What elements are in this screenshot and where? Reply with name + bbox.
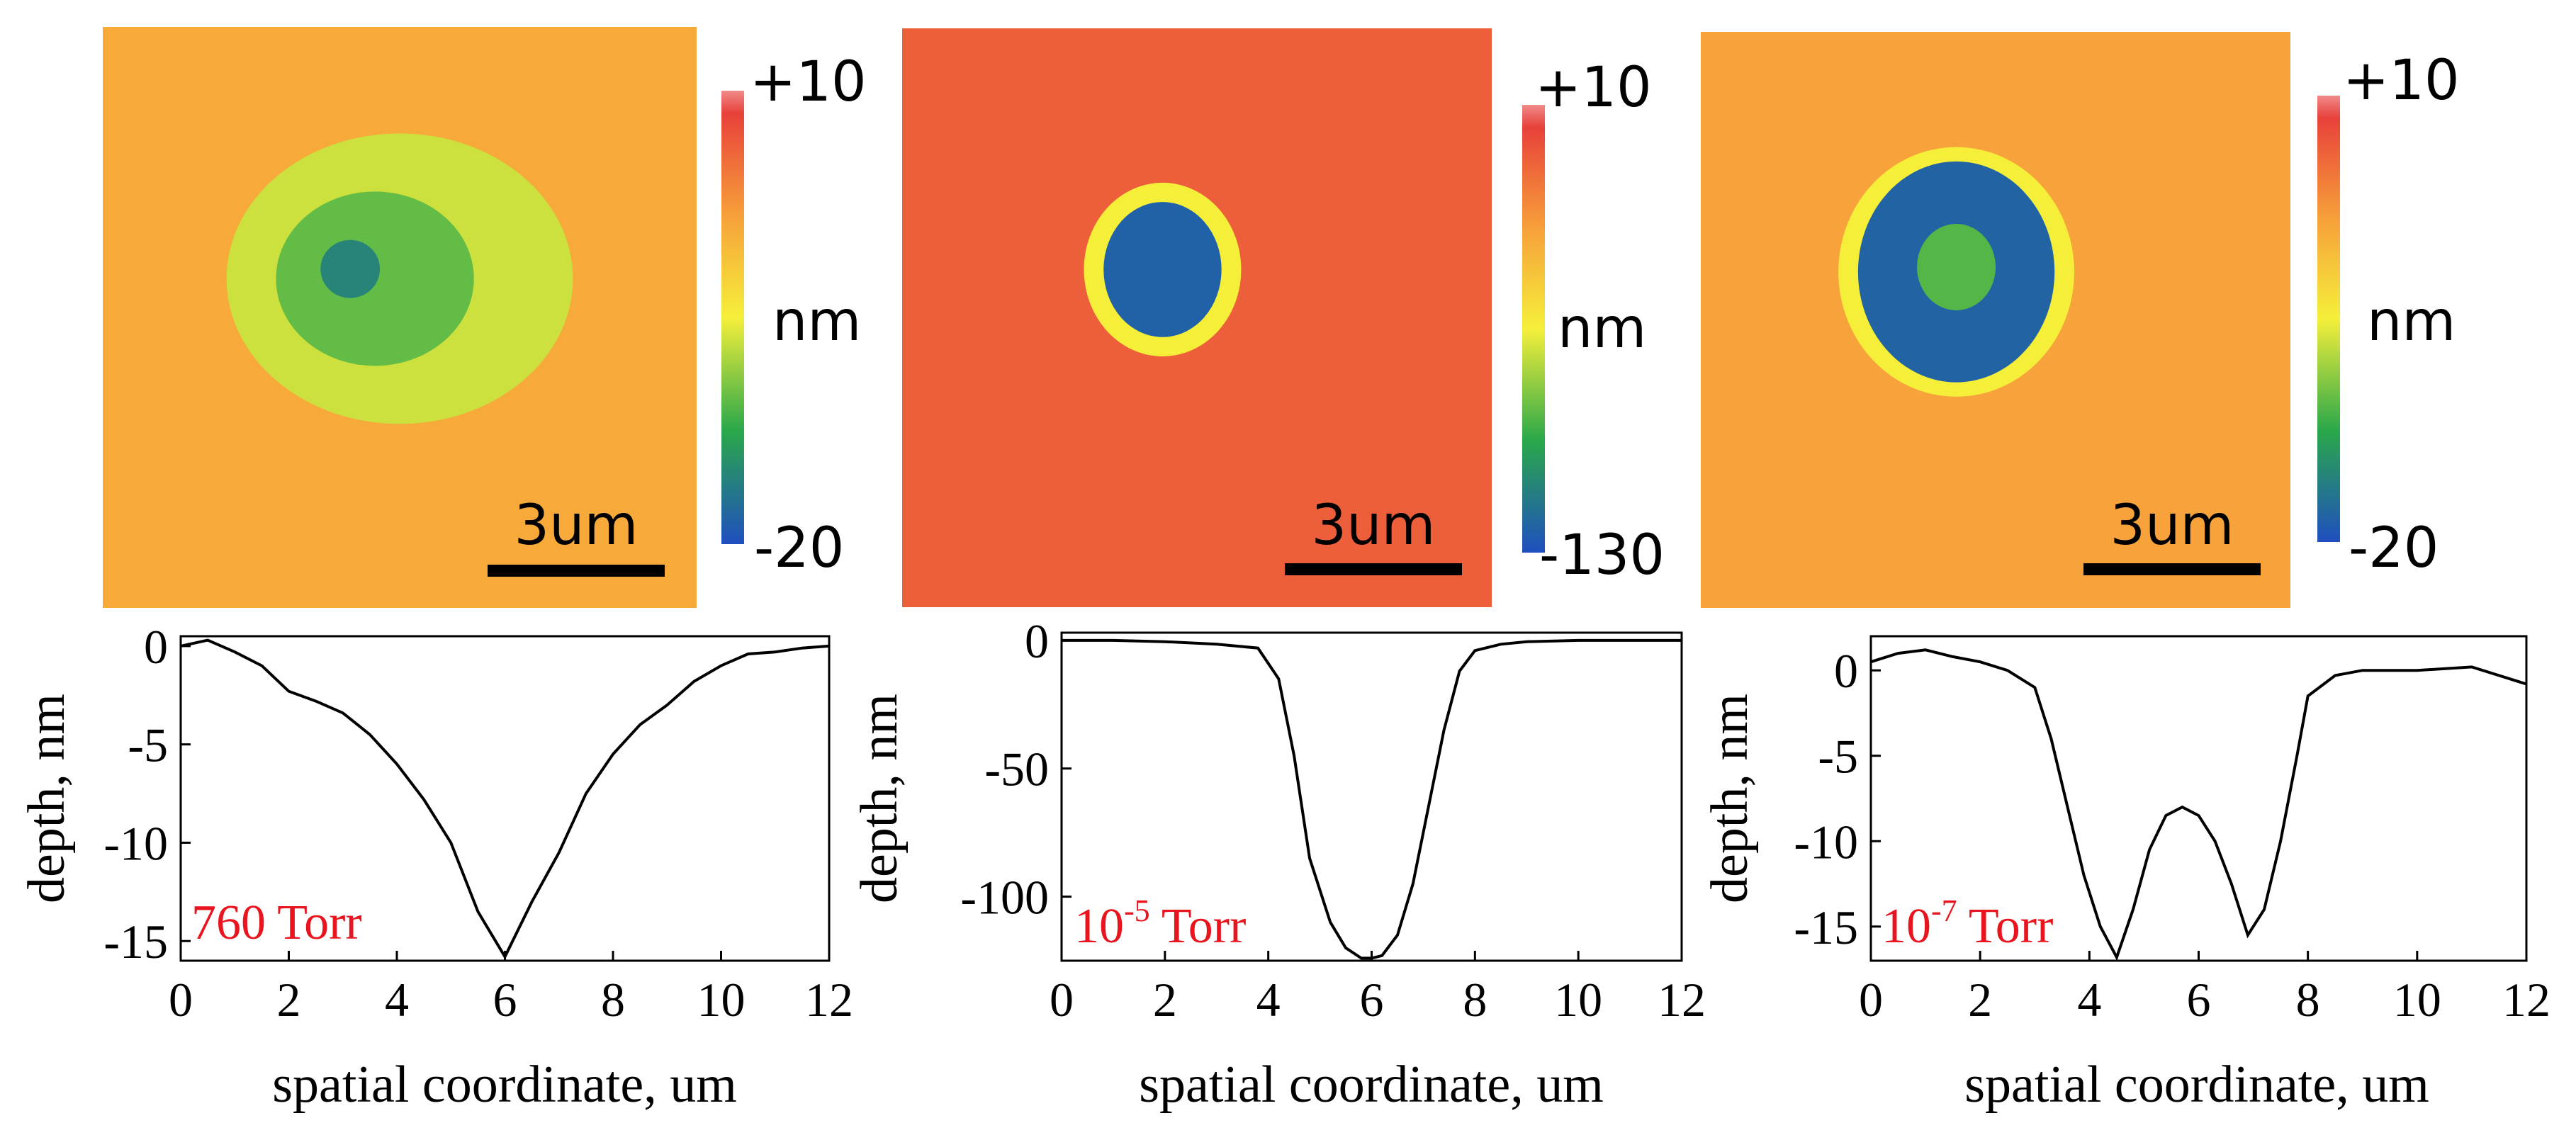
colorbar-min-label: -20 bbox=[2349, 516, 2439, 580]
profile-line bbox=[1062, 638, 1682, 960]
scalebar bbox=[1285, 563, 1462, 575]
plot-frame bbox=[179, 635, 831, 962]
scalebar-label: 3um bbox=[2110, 494, 2234, 558]
pressure-base: 10 bbox=[1882, 899, 1931, 954]
colorbar-unit-label: nm bbox=[2367, 290, 2456, 354]
pressure-exponent: -5 bbox=[1124, 893, 1150, 928]
x-tick-labels: 0 2 4 6 8 10 12 bbox=[1859, 973, 2550, 1027]
scalebar-label: 3um bbox=[514, 494, 638, 558]
colorbar-max-label: +10 bbox=[2343, 49, 2460, 113]
scalebar bbox=[2083, 563, 2261, 575]
profile-line bbox=[180, 638, 830, 960]
scalebar bbox=[488, 565, 665, 577]
profile-plot-2: 0 2 4 6 8 10 12 0 -50 -100 spatial coordinate, u… bbox=[850, 614, 1706, 1114]
colorbar bbox=[2317, 96, 2340, 542]
x-tick-label: 8 bbox=[2296, 973, 2320, 1027]
pressure-unit: Torr bbox=[1150, 899, 1247, 954]
x-tick-label: 6 bbox=[1360, 973, 1384, 1027]
profile-line bbox=[1870, 648, 2527, 961]
x-tick-label: 8 bbox=[601, 973, 625, 1027]
y-axis-label: depth, nm bbox=[18, 694, 76, 903]
colorbar-max-label: +10 bbox=[750, 50, 867, 114]
heatmap-features bbox=[226, 133, 573, 424]
heatmap-panel-1: 3um +10 nm -20 bbox=[103, 27, 867, 608]
colorbar bbox=[1522, 105, 1545, 553]
y-tick-label: 0 bbox=[1025, 614, 1049, 668]
pressure-label: 10-7 Torr bbox=[1882, 893, 2053, 954]
heatmap-features bbox=[1084, 182, 1242, 356]
y-tick-label: -5 bbox=[1818, 730, 1858, 784]
y-tick-labels: 0 -5 -10 -15 bbox=[103, 620, 168, 969]
profile-plot-1: 0 2 4 6 8 10 12 0 -5 -10 -15 spatial coordinate, … bbox=[18, 620, 853, 1114]
y-tick-label: -15 bbox=[103, 915, 168, 969]
x-axis-label: spatial coordinate, um bbox=[1964, 1056, 2429, 1114]
plot-frame bbox=[1869, 635, 2528, 962]
colorbar-min-label: -130 bbox=[1539, 524, 1665, 587]
colorbar-unit-label: nm bbox=[1558, 297, 1646, 361]
y-tick-label: 0 bbox=[1834, 644, 1858, 698]
x-tick-label: 4 bbox=[1256, 973, 1281, 1027]
pressure-exponent: -7 bbox=[1931, 893, 1957, 928]
x-tick-label: 8 bbox=[1463, 973, 1487, 1027]
y-tick-labels: 0 -50 -100 bbox=[960, 614, 1049, 925]
heatmap-region bbox=[320, 239, 381, 298]
y-tick-label: -10 bbox=[1794, 815, 1858, 869]
x-tick-label: 2 bbox=[277, 973, 301, 1027]
y-tick-label: -100 bbox=[960, 871, 1049, 925]
x-tick-label: 6 bbox=[493, 973, 517, 1027]
profile-plot-3: 0 2 4 6 8 10 12 0 -5 -10 -15 spatial coordinate, … bbox=[1701, 635, 2550, 1114]
heatmap-region bbox=[1917, 224, 1996, 310]
x-axis-label: spatial coordinate, um bbox=[272, 1056, 737, 1114]
x-axis-label: spatial coordinate, um bbox=[1139, 1056, 1604, 1114]
x-tick-label: 10 bbox=[1554, 973, 1602, 1027]
x-tick-label: 12 bbox=[1658, 973, 1706, 1027]
colorbar-min-label: -20 bbox=[754, 516, 844, 580]
plot-frame bbox=[1060, 631, 1683, 962]
y-tick-label: -50 bbox=[984, 742, 1049, 796]
x-tick-label: 12 bbox=[805, 973, 853, 1027]
pressure-unit: Torr bbox=[1957, 899, 2054, 954]
x-tick-label: 2 bbox=[1153, 973, 1177, 1027]
pressure-label: 760 Torr bbox=[191, 896, 362, 950]
x-tick-label: 4 bbox=[2077, 973, 2101, 1027]
x-tick-label: 2 bbox=[1968, 973, 1992, 1027]
colorbar-unit-label: nm bbox=[772, 290, 861, 354]
x-tick-label: 10 bbox=[2393, 973, 2441, 1027]
heatmap-panel-2: 3um +10 nm -130 bbox=[902, 28, 1665, 607]
x-tick-label: 12 bbox=[2502, 973, 2550, 1027]
y-tick-label: -5 bbox=[128, 718, 168, 772]
x-tick-label: 4 bbox=[385, 973, 409, 1027]
heatmap-features bbox=[1838, 147, 2074, 397]
x-tick-label: 0 bbox=[169, 973, 193, 1027]
x-tick-labels: 0 2 4 6 8 10 12 bbox=[169, 973, 853, 1027]
pressure-base: 10 bbox=[1074, 899, 1124, 954]
y-tick-label: -15 bbox=[1794, 900, 1858, 954]
y-tick-labels: 0 -5 -10 -15 bbox=[1794, 644, 1858, 954]
y-axis-label: depth, nm bbox=[1701, 694, 1759, 903]
heatmap-region bbox=[1103, 202, 1222, 337]
x-tick-label: 0 bbox=[1050, 973, 1074, 1027]
x-tick-labels: 0 2 4 6 8 10 12 bbox=[1050, 973, 1706, 1027]
y-tick-label: 0 bbox=[144, 620, 168, 674]
heatmap-panel-3: 3um +10 nm -20 bbox=[1701, 32, 2460, 608]
y-axis-label: depth, nm bbox=[850, 694, 909, 903]
colorbar-max-label: +10 bbox=[1535, 56, 1652, 120]
x-tick-label: 0 bbox=[1859, 973, 1883, 1027]
y-tick-label: -10 bbox=[103, 816, 168, 870]
pressure-label: 10-5 Torr bbox=[1074, 893, 1246, 954]
x-tick-label: 6 bbox=[2187, 973, 2211, 1027]
x-tick-label: 10 bbox=[697, 973, 746, 1027]
scalebar-label: 3um bbox=[1311, 494, 1435, 558]
pressure-main: 760 Torr bbox=[191, 896, 362, 950]
colorbar bbox=[721, 91, 744, 544]
